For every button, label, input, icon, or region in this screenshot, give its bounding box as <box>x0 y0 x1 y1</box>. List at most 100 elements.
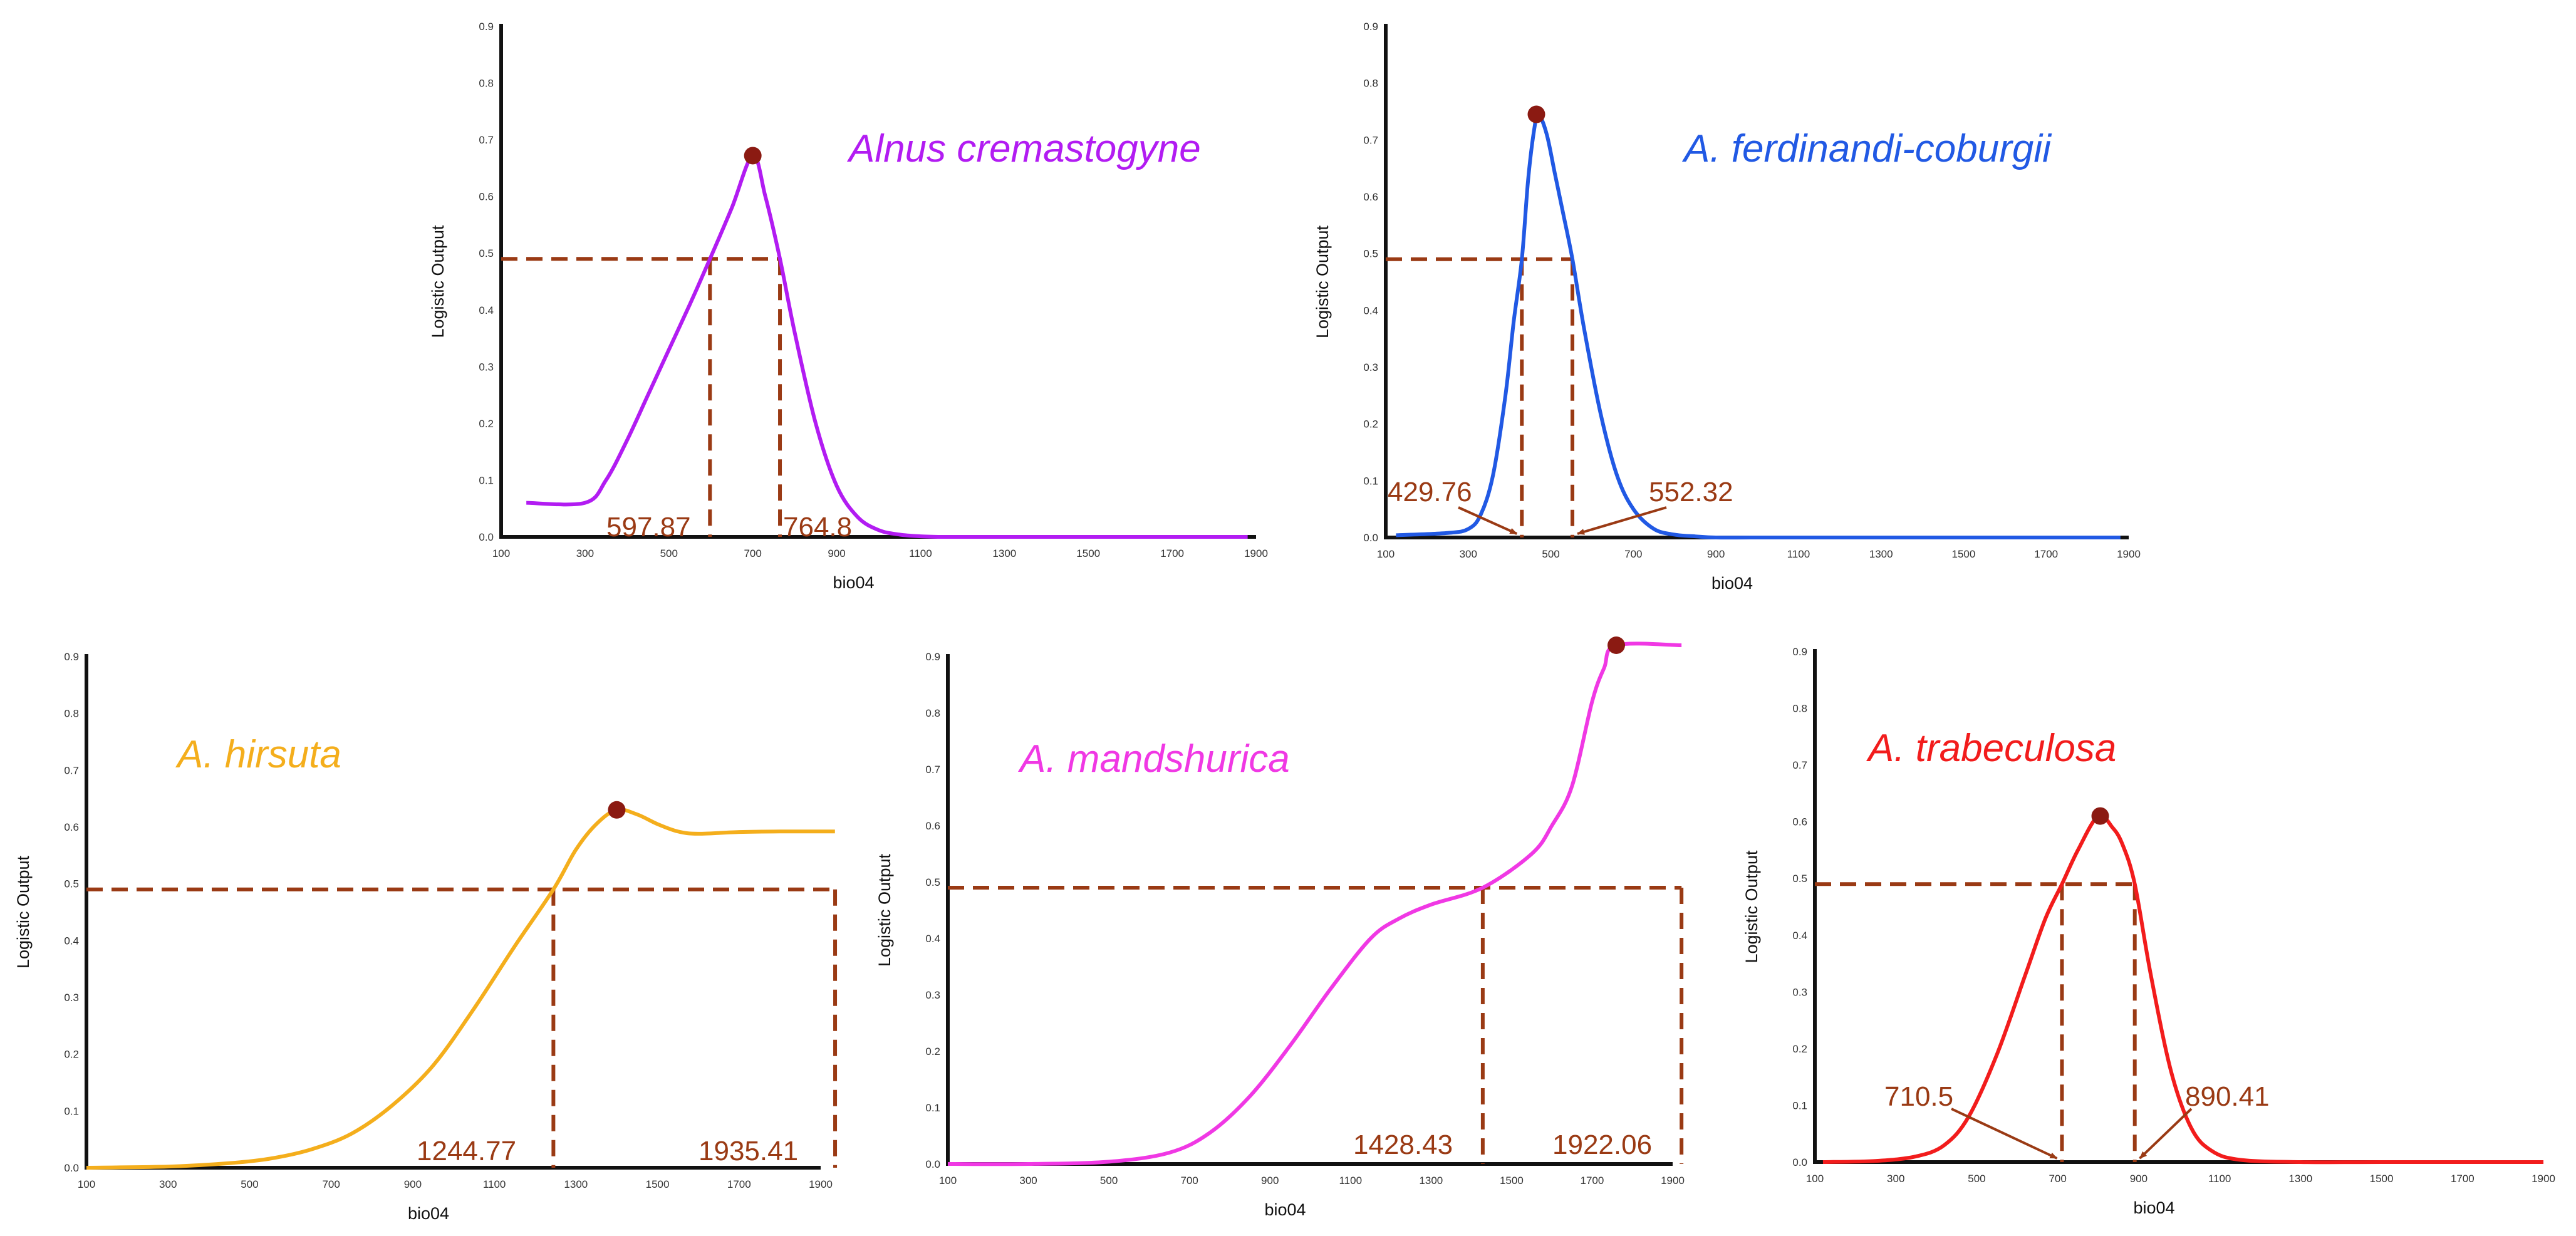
response-curve <box>947 641 1682 1166</box>
cutoff-value-label: 1935.41 <box>699 1136 798 1166</box>
y-tick-label: 0.1 <box>925 1102 940 1114</box>
y-tick-label: 0.6 <box>1363 191 1378 203</box>
y-tick-label: 0.5 <box>925 876 940 888</box>
x-tick-label: 1300 <box>564 1178 588 1190</box>
y-tick-label: 0.3 <box>925 989 940 1001</box>
peak-point <box>608 801 626 819</box>
y-tick-label: 0.9 <box>479 21 494 33</box>
x-tick-label: 700 <box>744 548 761 559</box>
x-tick-label: 1500 <box>1952 548 1976 560</box>
x-tick-label: 300 <box>159 1178 177 1190</box>
chart-panel-a-trabeculosa: 0.0 0.1 0.2 0.3 0.4 0.5 0.6 0.7 0.8 0.9 100 300 500 7… <box>1742 646 2555 1217</box>
y-tick-label: 0.5 <box>479 247 494 259</box>
cutoff-value-label: 1428.43 <box>1353 1130 1453 1160</box>
y-axis-title: Logistic Output <box>14 855 33 969</box>
y-tick-label: 0.1 <box>479 474 494 486</box>
x-tick-label: 1500 <box>1500 1175 1524 1187</box>
x-tick-label: 900 <box>2130 1173 2148 1185</box>
cutoff-value-label: 890.41 <box>2185 1081 2270 1112</box>
y-tick-label: 0.6 <box>64 821 79 833</box>
y-tick-label: 0.7 <box>1363 134 1378 146</box>
x-tick-label: 500 <box>1968 1173 1985 1185</box>
y-axis-title: Logistic Output <box>875 853 894 967</box>
x-tick-label: 1700 <box>2034 548 2058 560</box>
y-tick-label: 0.7 <box>479 134 494 146</box>
x-tick-label: 500 <box>1100 1175 1118 1187</box>
chart-panel-a-hirsuta: 0.0 0.1 0.2 0.3 0.4 0.5 0.6 0.7 0.8 0.9 100 300 500 7… <box>14 651 838 1223</box>
x-tick-label: 100 <box>939 1175 957 1187</box>
y-tick-label: 0.0 <box>925 1158 940 1170</box>
y-tick-label: 0.1 <box>64 1105 79 1117</box>
x-tick-label: 1100 <box>1339 1175 1362 1187</box>
species-title: A. trabeculosa <box>1866 727 2116 770</box>
y-tick-label: 0.6 <box>925 820 940 832</box>
y-tick-label: 0.8 <box>64 708 79 720</box>
y-tick-label: 0.5 <box>1792 873 1807 885</box>
y-tick-label: 0.7 <box>925 764 940 776</box>
chart-panel-a-mandshurica: 0.0 0.1 0.2 0.3 0.4 0.5 0.6 0.7 0.8 0.9 100 300 500 7… <box>875 636 1685 1219</box>
x-tick-label: 300 <box>1887 1173 1904 1185</box>
y-tick-label: 0.7 <box>1792 759 1807 771</box>
peak-point <box>1607 636 1626 654</box>
y-tick-label: 0.8 <box>479 78 494 90</box>
cutoff-value-label: 429.76 <box>1388 477 1472 507</box>
cutoff-arrow <box>1951 1108 2058 1160</box>
y-tick-label: 0.9 <box>1792 646 1807 658</box>
cutoff-value-label: 1244.77 <box>417 1136 516 1166</box>
cutoff-arrow <box>2139 1108 2193 1160</box>
y-tick-label: 0.0 <box>1363 532 1378 544</box>
x-tick-label: 300 <box>1019 1175 1037 1187</box>
peak-point <box>2091 807 2109 825</box>
y-tick-label: 0.9 <box>64 651 79 663</box>
y-tick-label: 0.8 <box>925 707 940 719</box>
y-tick-label: 0.3 <box>479 361 494 373</box>
x-tick-label: 1900 <box>2117 548 2141 560</box>
x-tick-label: 1900 <box>2532 1173 2555 1185</box>
cutoff-value-label: 710.5 <box>1884 1081 1953 1112</box>
x-tick-label: 1100 <box>483 1178 506 1190</box>
x-tick-label: 500 <box>660 548 678 559</box>
y-tick-label: 0.5 <box>1363 248 1378 260</box>
cutoff-value-label: 764.8 <box>783 512 852 543</box>
x-axis-title: bio04 <box>1264 1200 1306 1219</box>
x-tick-label: 1900 <box>1244 548 1268 559</box>
peak-point <box>1527 105 1545 123</box>
y-tick-label: 0.3 <box>1363 361 1378 373</box>
species-title: A. hirsuta <box>175 733 341 776</box>
x-tick-label: 1500 <box>1076 548 1100 559</box>
y-tick-label: 0.6 <box>1792 816 1807 828</box>
y-tick-label: 0.1 <box>1792 1099 1807 1111</box>
x-tick-label: 500 <box>241 1178 258 1190</box>
y-tick-label: 0.3 <box>1792 986 1807 998</box>
y-axis-title: Logistic Output <box>1742 850 1761 963</box>
x-tick-label: 1700 <box>1160 548 1184 559</box>
y-tick-label: 0.7 <box>64 764 79 776</box>
y-tick-label: 0.2 <box>64 1049 79 1061</box>
y-tick-label: 0.4 <box>1792 930 1807 942</box>
y-tick-label: 0.0 <box>1792 1156 1807 1168</box>
response-curve <box>526 153 1248 539</box>
y-tick-label: 0.2 <box>1792 1043 1807 1055</box>
x-tick-label: 1900 <box>1661 1175 1685 1187</box>
x-tick-label: 700 <box>1624 548 1642 560</box>
y-tick-label: 0.4 <box>64 935 79 947</box>
x-tick-label: 100 <box>1806 1173 1824 1185</box>
y-tick-label: 0.3 <box>64 992 79 1004</box>
y-tick-label: 0.2 <box>925 1046 940 1057</box>
x-tick-label: 1300 <box>1419 1175 1443 1187</box>
x-tick-label: 100 <box>1377 548 1394 560</box>
y-tick-label: 0.5 <box>64 878 79 890</box>
x-tick-label: 1500 <box>646 1178 670 1190</box>
x-tick-label: 1100 <box>2208 1173 2231 1185</box>
y-tick-label: 0.4 <box>479 304 494 316</box>
x-tick-label: 100 <box>492 548 510 559</box>
chart-panel-a-ferdinandi-coburgii: 0.0 0.1 0.2 0.3 0.4 0.5 0.6 0.7 0.8 0.9 100 300 500 7… <box>1313 21 2141 593</box>
x-axis-title: bio04 <box>1711 574 1753 593</box>
x-tick-label: 1100 <box>1787 548 1810 560</box>
x-axis-title: bio04 <box>833 573 874 592</box>
x-tick-label: 900 <box>1707 548 1725 560</box>
x-tick-label: 1700 <box>2451 1173 2475 1185</box>
y-tick-label: 0.8 <box>1363 78 1378 90</box>
x-tick-label: 1900 <box>809 1178 833 1190</box>
